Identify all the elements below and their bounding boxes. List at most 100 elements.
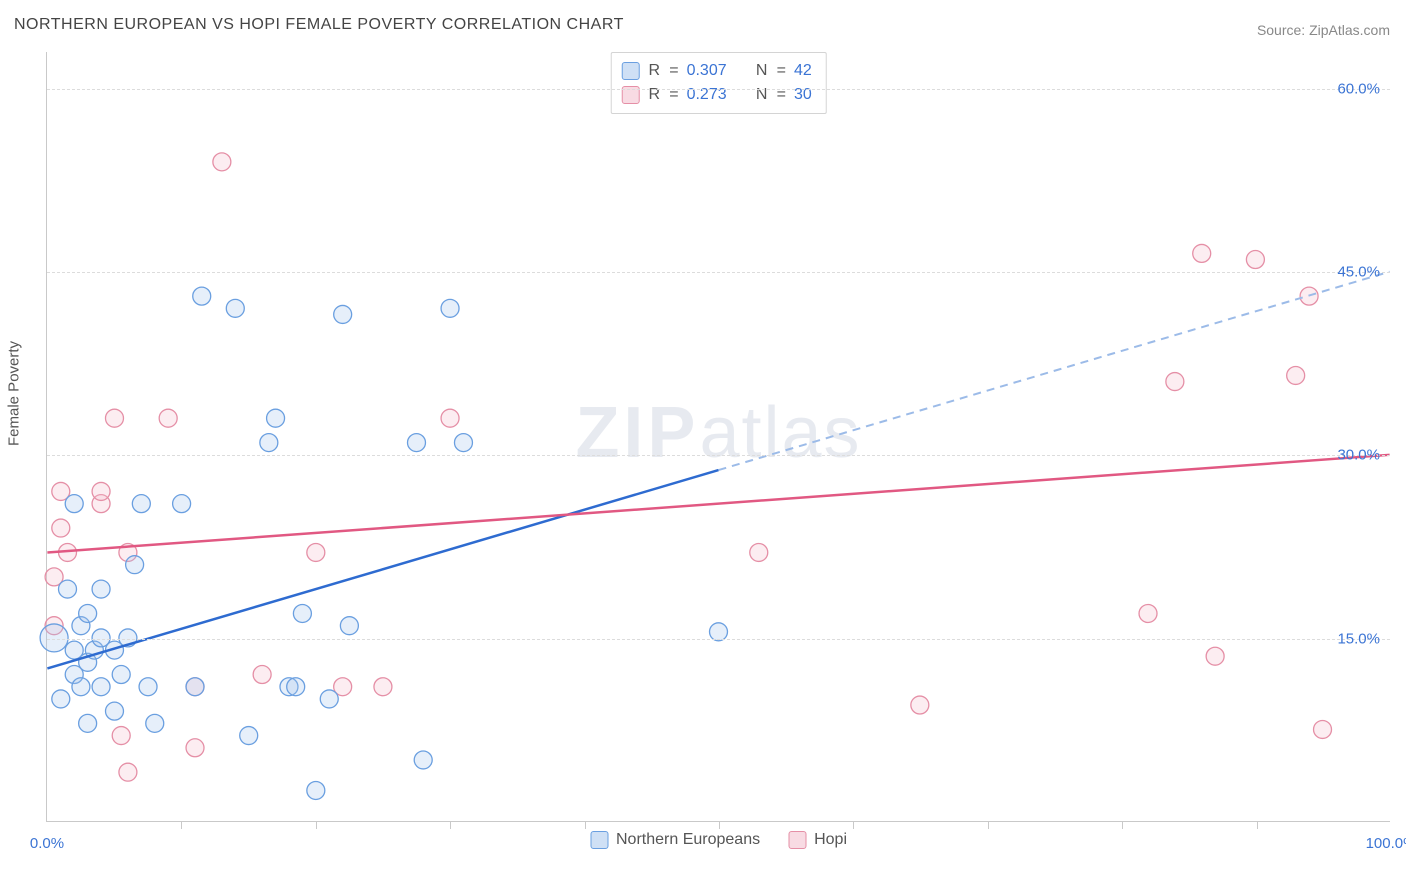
hopi-point — [119, 763, 137, 781]
hopi-point — [92, 482, 110, 500]
hopi-point — [186, 739, 204, 757]
gridline — [47, 639, 1390, 640]
ne-point — [408, 434, 426, 452]
ne-point — [65, 495, 83, 513]
legend-row-hopi: R=0.273N=30 — [621, 83, 812, 107]
y-tick-label: 15.0% — [1337, 630, 1380, 647]
ne-point — [226, 299, 244, 317]
series-legend: Northern Europeans Hopi — [590, 831, 847, 849]
source-citation: Source: ZipAtlas.com — [1257, 22, 1390, 38]
hopi-point — [1166, 373, 1184, 391]
legend-item-label: Northern Europeans — [616, 831, 760, 849]
ne-swatch-icon — [590, 831, 608, 849]
hopi-point — [112, 727, 130, 745]
hopi-point — [911, 696, 929, 714]
plot-svg — [47, 52, 1390, 821]
ne-point — [240, 727, 258, 745]
hopi-point — [374, 678, 392, 696]
ne-point — [92, 580, 110, 598]
ne-point — [139, 678, 157, 696]
hopi-point — [1314, 720, 1332, 738]
ne-point — [320, 690, 338, 708]
hopi-point — [307, 543, 325, 561]
legend-n-label: N — [755, 83, 769, 107]
legend-r-label: R — [647, 59, 661, 83]
ne-point — [79, 714, 97, 732]
ne-point — [52, 690, 70, 708]
legend-item-hopi[interactable]: Hopi — [788, 831, 847, 849]
hopi-point — [1287, 366, 1305, 384]
ne-point — [454, 434, 472, 452]
legend-n-label: N — [755, 59, 769, 83]
ne-point — [59, 580, 77, 598]
ne-point — [441, 299, 459, 317]
hopi-point — [253, 666, 271, 684]
ne-point — [293, 605, 311, 623]
legend-row-ne: R = 0.307 N = 42 — [621, 59, 812, 83]
hopi-point — [105, 409, 123, 427]
ne-point — [340, 617, 358, 635]
ne-point — [132, 495, 150, 513]
ne-point — [193, 287, 211, 305]
x-tick — [853, 821, 854, 829]
hopi-point — [159, 409, 177, 427]
ne-point — [260, 434, 278, 452]
hopi-point — [1246, 251, 1264, 269]
hopi-point — [441, 409, 459, 427]
legend-eq: = — [669, 83, 678, 107]
legend-eq: = — [669, 59, 678, 83]
ne-point — [105, 702, 123, 720]
y-tick-label: 60.0% — [1337, 80, 1380, 97]
legend-r-label: R — [647, 83, 661, 107]
legend-item-ne[interactable]: Northern Europeans — [590, 831, 760, 849]
gridline — [47, 89, 1390, 90]
source-link[interactable]: ZipAtlas.com — [1309, 22, 1390, 38]
gridline — [47, 455, 1390, 456]
legend-n-value: 30 — [794, 83, 812, 107]
chart-container: NORTHERN EUROPEAN VS HOPI FEMALE POVERTY… — [0, 0, 1406, 892]
legend-item-label: Hopi — [814, 831, 847, 849]
ne-point — [72, 678, 90, 696]
x-tick — [719, 821, 720, 829]
legend-r-value: 0.273 — [687, 83, 727, 107]
ne-point — [126, 556, 144, 574]
ne-swatch-icon — [621, 62, 639, 80]
gridline — [47, 272, 1390, 273]
ne-point — [267, 409, 285, 427]
x-tick — [988, 821, 989, 829]
source-prefix: Source: — [1257, 22, 1309, 38]
x-tick — [316, 821, 317, 829]
hopi-point — [213, 153, 231, 171]
y-tick-label: 30.0% — [1337, 447, 1380, 464]
ne-point — [112, 666, 130, 684]
legend-r-value: 0.307 — [687, 59, 727, 83]
x-tick — [181, 821, 182, 829]
ne-point — [287, 678, 305, 696]
correlation-legend: R = 0.307 N = 42R = 0.273 N = 30 — [610, 52, 827, 114]
legend-n-value: 42 — [794, 59, 812, 83]
x-tick — [1257, 821, 1258, 829]
x-tick — [585, 821, 586, 829]
ne-point — [146, 714, 164, 732]
x-tick — [1122, 821, 1123, 829]
y-tick-label: 45.0% — [1337, 264, 1380, 281]
x-tick-label: 0.0% — [30, 835, 64, 852]
hopi-point — [1139, 605, 1157, 623]
x-tick-label: 100.0% — [1366, 835, 1406, 852]
ne-point — [79, 605, 97, 623]
ne-point — [334, 305, 352, 323]
hopi-point — [52, 519, 70, 537]
chart-title: NORTHERN EUROPEAN VS HOPI FEMALE POVERTY… — [14, 16, 624, 34]
x-tick — [450, 821, 451, 829]
hopi-point — [750, 543, 768, 561]
y-axis-label: Female Poverty — [6, 341, 23, 446]
hopi-point — [1193, 244, 1211, 262]
ne-point — [186, 678, 204, 696]
hopi-swatch-icon — [788, 831, 806, 849]
hopi-point — [1206, 647, 1224, 665]
ne-point — [92, 678, 110, 696]
ne-point — [307, 781, 325, 799]
legend-eq: = — [777, 59, 786, 83]
plot-area: ZIPatlas R=0.307N=42R=0.273N=30 Northern… — [46, 52, 1390, 822]
ne-point — [173, 495, 191, 513]
